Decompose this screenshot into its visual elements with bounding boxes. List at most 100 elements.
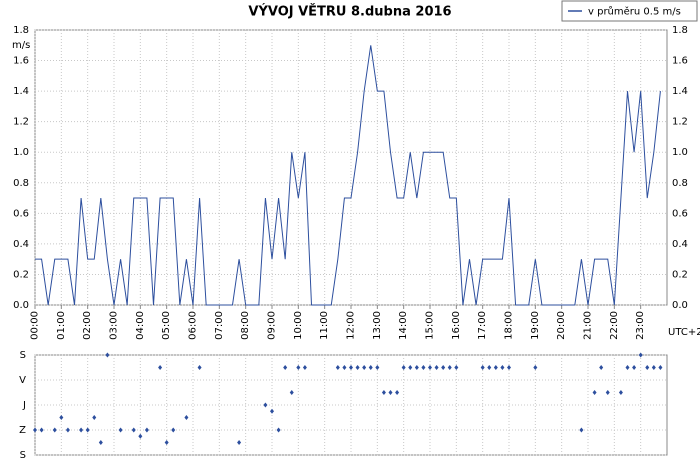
y-tick-label: 0.4 — [13, 239, 29, 250]
x-tick-label: 16:00 — [451, 311, 462, 340]
direction-point — [632, 365, 637, 370]
direction-point — [362, 365, 367, 370]
direction-point — [480, 365, 485, 370]
x-tick-label: 19:00 — [530, 311, 541, 340]
direction-point — [39, 427, 44, 433]
direction-point — [237, 440, 242, 445]
y-tick-label: S — [20, 450, 26, 460]
direction-point — [408, 365, 413, 370]
x-tick-label: 13:00 — [372, 311, 383, 340]
x-tick-label: 09:00 — [267, 311, 278, 340]
chart-title: VÝVOJ VĚTRU 8.dubna 2016 — [248, 4, 451, 20]
direction-point — [651, 365, 656, 370]
direction-point — [599, 365, 604, 370]
direction-point — [592, 390, 597, 395]
direction-point — [434, 365, 439, 370]
y-tick-label: 1.6 — [13, 56, 29, 67]
y-tick-label: 1.0 — [13, 147, 29, 158]
direction-point — [507, 365, 511, 370]
direction-point — [349, 365, 353, 370]
x-tick-label: 14:00 — [398, 311, 409, 340]
direction-point — [414, 365, 419, 370]
direction-point — [131, 427, 136, 433]
y-axis-unit: m/s — [12, 40, 30, 51]
direction-point — [421, 365, 426, 370]
direction-point — [184, 415, 189, 420]
line-series — [35, 45, 661, 306]
direction-point — [579, 427, 584, 433]
y-tick-label-right: 1.4 — [672, 86, 688, 97]
direction-point — [381, 390, 386, 395]
x-tick-label: 02:00 — [82, 311, 93, 340]
direction-point — [335, 365, 340, 370]
direction-point — [428, 365, 432, 370]
direction-point — [270, 408, 274, 414]
direction-point — [645, 365, 650, 370]
y-tick-label-right: 0.4 — [672, 239, 688, 250]
x-tick-label: 06:00 — [188, 311, 199, 340]
direction-point — [388, 390, 393, 395]
x-tick-label: 01:00 — [56, 311, 67, 340]
y-tick-label: J — [22, 400, 26, 411]
y-tick-label: 1.2 — [13, 117, 29, 128]
direction-point — [283, 365, 288, 370]
y-tick-label: 0.6 — [13, 208, 29, 219]
x-tick-label: 07:00 — [214, 311, 225, 340]
y-tick-label-right: 0.2 — [672, 269, 688, 280]
direction-point — [493, 365, 498, 370]
direction-point — [79, 427, 84, 433]
y-tick-label: 0.0 — [13, 300, 29, 311]
direction-point — [368, 365, 373, 370]
y-tick-label-right: 1.0 — [672, 147, 688, 158]
direction-point — [105, 352, 110, 358]
direction-point — [52, 427, 57, 433]
y-tick-label: 0.8 — [13, 178, 29, 189]
x-tick-label: 18:00 — [504, 311, 515, 340]
x-tick-label: 17:00 — [477, 311, 488, 340]
direction-point — [395, 390, 400, 395]
y-tick-label-right: 0.0 — [672, 300, 688, 311]
x-tick-label: 05:00 — [161, 311, 172, 340]
x-tick-label: 08:00 — [240, 311, 251, 340]
y-tick-label: 0.2 — [13, 269, 29, 280]
direction-point — [375, 365, 380, 370]
direction-point — [638, 352, 643, 358]
direction-point — [441, 365, 446, 370]
direction-point — [171, 427, 176, 433]
x-tick-label: 22:00 — [609, 311, 620, 340]
direction-point — [625, 365, 630, 370]
direction-point — [454, 365, 459, 370]
direction-point — [342, 365, 347, 370]
direction-point — [658, 365, 663, 370]
direction-point — [144, 427, 149, 433]
legend-label: v průměru 0.5 m/s — [588, 6, 681, 18]
direction-point — [618, 390, 623, 395]
direction-point — [500, 365, 505, 370]
direction-point — [138, 433, 143, 439]
direction-point — [164, 440, 169, 445]
x-tick-label: 20:00 — [556, 311, 567, 340]
y-tick-label-right: 0.6 — [672, 208, 688, 219]
direction-point — [533, 365, 538, 370]
direction-point — [401, 365, 406, 370]
direction-point — [65, 427, 70, 433]
direction-point — [33, 427, 37, 433]
x-axis-label: UTC+2 — [668, 327, 700, 338]
direction-point — [487, 365, 492, 370]
x-tick-label: 04:00 — [135, 311, 146, 340]
legend — [561, 0, 698, 22]
y-tick-label: 1.4 — [13, 86, 29, 97]
y-tick-label-right: 0.8 — [672, 178, 688, 189]
direction-point — [302, 365, 307, 370]
y-tick-label: 1.8 — [13, 25, 29, 36]
direction-point — [98, 440, 103, 445]
x-tick-label: 21:00 — [583, 311, 594, 340]
direction-point — [158, 365, 163, 370]
x-tick-label: 15:00 — [425, 311, 436, 340]
direction-point — [197, 365, 202, 370]
y-tick-label-right: 1.8 — [672, 25, 688, 36]
direction-point — [59, 415, 64, 420]
x-tick-label: 11:00 — [319, 311, 330, 340]
